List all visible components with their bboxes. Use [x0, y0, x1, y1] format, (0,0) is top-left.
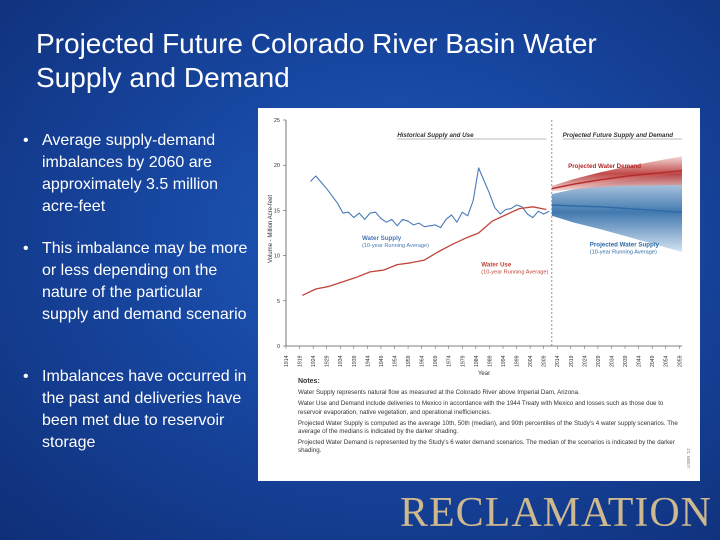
- x-tick-label: 1944: [365, 355, 371, 367]
- x-tick-label: 1929: [325, 355, 331, 367]
- source-credit: USBR '12: [686, 448, 691, 468]
- chart-notes: Notes: Water Supply represents natural f…: [298, 378, 683, 459]
- x-tick-label: 1989: [487, 355, 493, 367]
- note-line: Water Supply represents natural flow as …: [298, 389, 580, 397]
- x-tick-label: 1984: [474, 355, 480, 367]
- projected-supply-label: (10-year Running Average): [590, 250, 657, 256]
- water-use-label: (10-year Running Average): [481, 269, 548, 275]
- note-line: Projected Water Demand is represented by…: [298, 439, 675, 455]
- projected-supply-label: Projected Water Supply: [590, 242, 660, 249]
- x-tick-label: 1954: [392, 355, 398, 367]
- projected-demand-line: [551, 169, 683, 190]
- x-tick-label: 2039: [623, 355, 629, 367]
- bullet-text: Average supply-demand imbalances by 2060…: [42, 132, 219, 215]
- y-tick-label: 15: [274, 208, 280, 214]
- x-tick-label: 2034: [609, 355, 615, 367]
- bullet-item: • Average supply-demand imbalances by 20…: [18, 130, 250, 218]
- projected-demand-label: Projected Water Demand: [568, 163, 641, 170]
- x-tick-label: 1949: [379, 355, 385, 367]
- x-tick-label: 2059: [677, 355, 683, 367]
- y-tick-label: 5: [277, 299, 280, 305]
- slide-title: Projected Future Colorado River Basin Wa…: [36, 28, 597, 93]
- notes-title: Notes:: [298, 378, 320, 385]
- bullet-marker: •: [23, 368, 29, 385]
- y-tick-label: 25: [274, 118, 280, 124]
- x-tick-label: 1969: [433, 355, 439, 367]
- x-tick-label: 1994: [501, 355, 507, 367]
- section-label-projected: Projected Future Supply and Demand: [563, 132, 674, 139]
- x-tick-label: 2019: [569, 355, 575, 367]
- bullet-item: • Imbalances have occurred in the past a…: [18, 366, 250, 454]
- water-use-label: Water Use: [481, 261, 512, 268]
- section-label-historical: Historical Supply and Use: [397, 132, 474, 139]
- bullet-marker: •: [23, 132, 29, 149]
- x-tick-label: 1964: [420, 355, 426, 367]
- projected-supply-band: [551, 172, 682, 252]
- water-supply-label: (10-year Running Average): [362, 243, 429, 249]
- x-tick-label: 1934: [338, 355, 344, 367]
- x-tick-label: 1979: [460, 355, 466, 367]
- chart-figure: 0 5 10 15 20 25 Volume - Million Acre-feet 1914…: [258, 108, 700, 481]
- bullet-text: Imbalances have occurred in the past and…: [42, 368, 247, 451]
- note-line: Projected Water Supply is computed as th…: [298, 419, 678, 436]
- x-tick-label: 2004: [528, 355, 534, 367]
- supply-demand-chart: 0 5 10 15 20 25 Volume - Million Acre-feet 1914…: [268, 118, 691, 468]
- x-tick-label: 1919: [298, 355, 304, 367]
- y-tick-label: 10: [274, 254, 280, 260]
- x-tick-label: 1924: [311, 355, 317, 367]
- bullet-marker: •: [23, 240, 29, 257]
- x-axis-label: Year: [478, 371, 490, 377]
- x-tick-label: 2009: [542, 355, 548, 367]
- x-tick-label: 1974: [447, 355, 453, 367]
- y-tick-label: 0: [277, 344, 280, 350]
- water-supply-label: Water Supply: [362, 235, 402, 242]
- x-tick-label: 1999: [515, 355, 521, 367]
- projected-supply-line: [551, 204, 683, 213]
- water-supply-line: [310, 167, 550, 229]
- x-tick-label: 1959: [406, 355, 412, 367]
- note-line: Water Use and Demand include deliveries …: [298, 400, 664, 416]
- bullet-text: This imbalance may be more or less depen…: [42, 240, 248, 323]
- y-axis-label: Volume - Million Acre-feet: [268, 195, 274, 263]
- x-tick-label: 2024: [582, 355, 588, 367]
- x-tick-label: 1914: [284, 355, 290, 367]
- x-tick-label: 2054: [664, 355, 670, 367]
- water-use-line: [302, 206, 547, 296]
- y-tick-label: 20: [274, 163, 280, 169]
- x-tick-label: 2044: [637, 355, 643, 367]
- x-tick-label: 1939: [352, 355, 358, 367]
- x-tick-label: 2029: [596, 355, 602, 367]
- bullet-item: • This imbalance may be more or less dep…: [18, 238, 250, 326]
- x-tick-label: 2049: [650, 355, 656, 367]
- x-tick-label: 2014: [555, 355, 561, 367]
- reclamation-logo: RECLAMATION: [400, 490, 712, 536]
